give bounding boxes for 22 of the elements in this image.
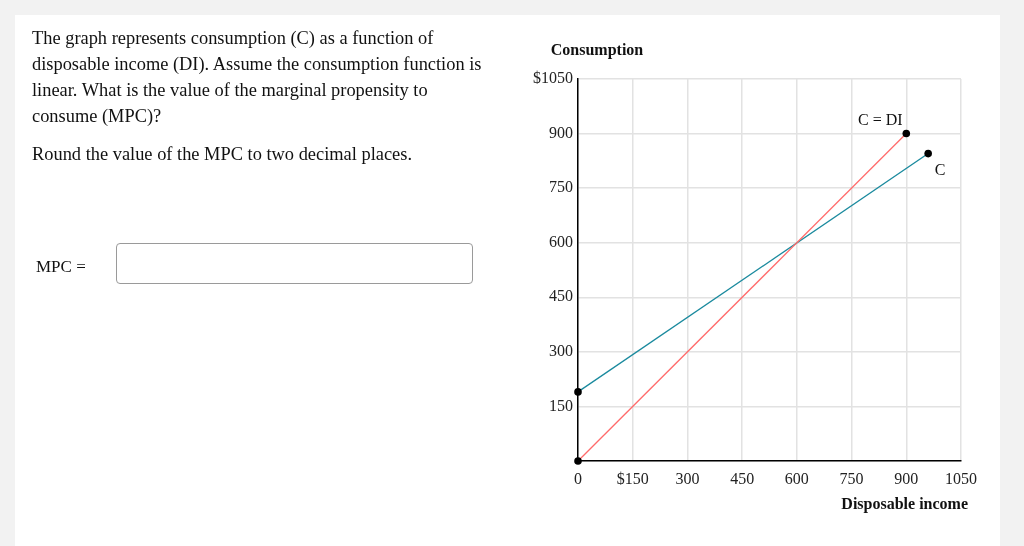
y-tick-label: 450 — [549, 287, 573, 305]
text: MPC = — [36, 256, 86, 278]
y-tick-label: $1050 — [533, 69, 573, 87]
y-tick-label: 900 — [549, 123, 573, 141]
x-tick-label: 900 — [894, 469, 919, 487]
x-axis-title: Disposable income — [841, 495, 968, 514]
y-tick-label: 150 — [549, 396, 573, 414]
x-tick-label: 0 — [574, 469, 582, 487]
y-axis-title: Consumption — [550, 41, 644, 60]
text: Round the value of the MPC to two decimal places. — [32, 143, 413, 166]
series-label: C — [934, 160, 946, 178]
x-tick-label: 300 — [675, 469, 700, 487]
x-tick-label: 450 — [730, 469, 755, 487]
series-label: C = DI — [858, 110, 903, 128]
x-tick-label: 1050 — [945, 469, 977, 487]
x-tick-label: $150 — [616, 469, 649, 487]
x-tick-label: 750 — [839, 469, 864, 487]
y-tick-label: 600 — [549, 232, 573, 250]
y-tick-label: 300 — [549, 342, 573, 360]
x-tick-label: 600 — [784, 469, 809, 487]
y-tick-label: 750 — [549, 178, 573, 196]
text: The graph represents consumption (C) as a function of disposable income (DI). Assume the consumption function is linear. What is the value of the marginal propensity to consume (MPC)? — [32, 27, 483, 128]
